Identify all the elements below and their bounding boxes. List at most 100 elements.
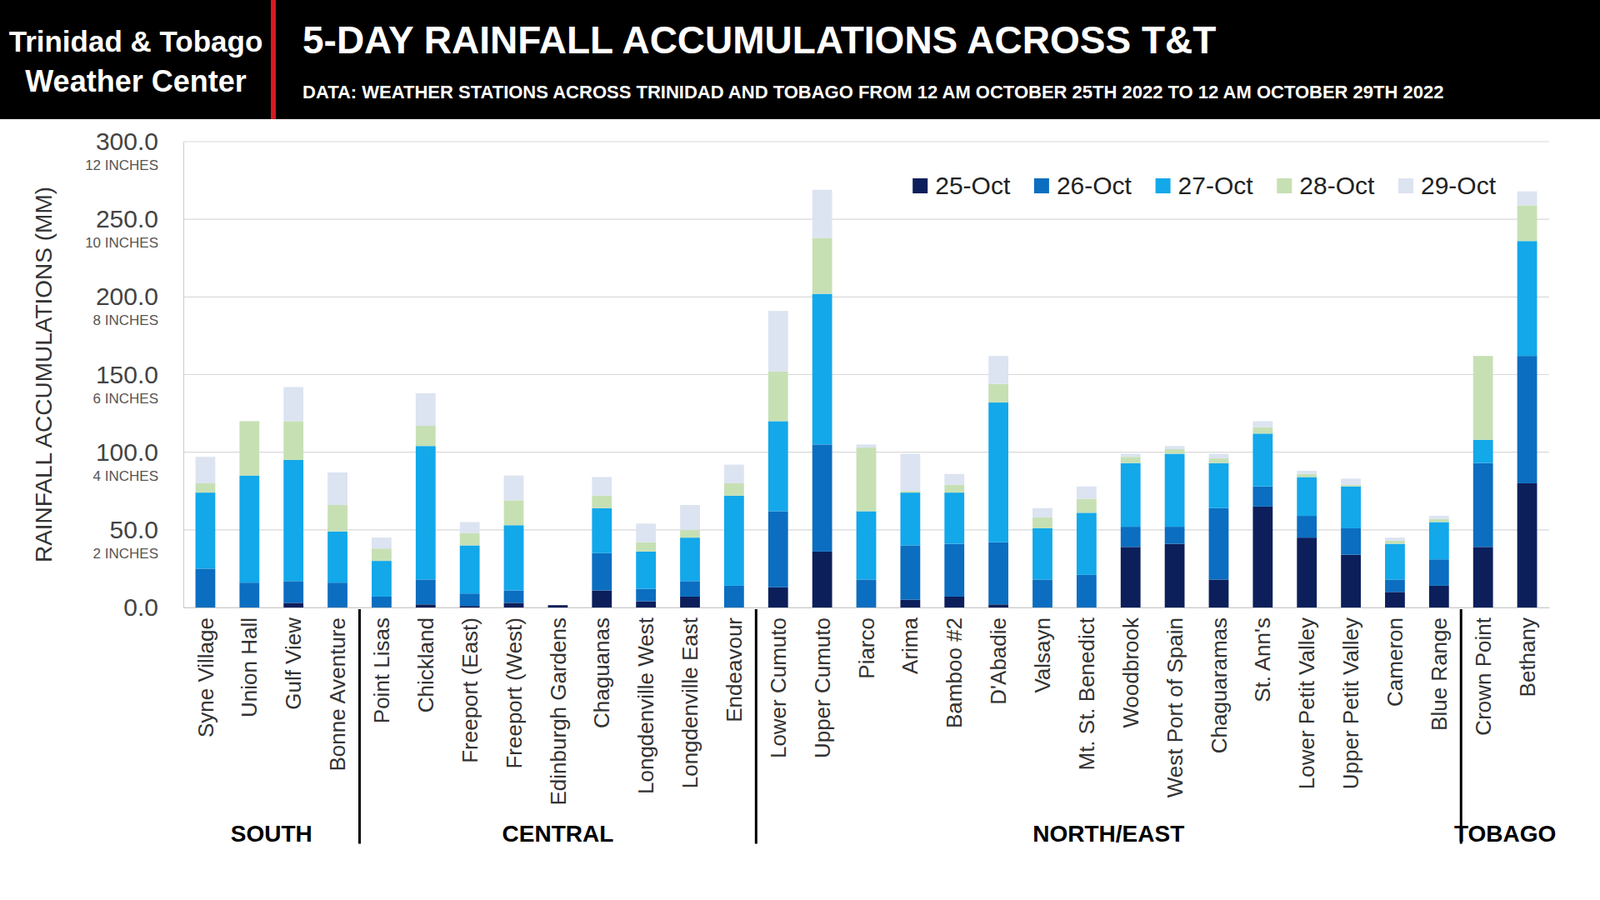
x-tick-label: West Port of Spain bbox=[1162, 617, 1188, 798]
bar-segment bbox=[900, 600, 920, 608]
group-label: TOBAGO bbox=[1454, 820, 1556, 847]
bar-segment bbox=[460, 533, 480, 546]
bar-segment bbox=[635, 551, 656, 590]
bar-segment bbox=[548, 605, 569, 606]
y-axis-line bbox=[183, 142, 185, 609]
grid bbox=[183, 141, 1550, 608]
x-tick: Upper Cumuto bbox=[810, 607, 835, 759]
x-tick-label: Cameron bbox=[1382, 617, 1408, 707]
bar-segment bbox=[680, 596, 700, 608]
bar-segment bbox=[812, 551, 833, 608]
bar-segment bbox=[1517, 483, 1538, 608]
bar-segment bbox=[768, 310, 789, 372]
grid-line bbox=[183, 140, 1550, 142]
y-tick-label: 150.0 bbox=[95, 360, 159, 389]
bar-segment bbox=[944, 544, 965, 597]
bar-segment bbox=[1385, 579, 1405, 592]
chart-svg: Trinidad & TobagoWeather Center5-DAY RAI… bbox=[0, 0, 1600, 900]
bar-segment bbox=[415, 425, 436, 446]
x-tick-label: Freeport (East) bbox=[457, 617, 483, 764]
legend-label: 29-Oct bbox=[1420, 171, 1497, 200]
bar-segment bbox=[195, 456, 216, 484]
x-axis: Syne VillageUnion HallGulf ViewBonne Ave… bbox=[184, 607, 1550, 805]
bar-segment bbox=[1340, 478, 1361, 485]
bar-segment bbox=[504, 475, 525, 501]
bar-segment bbox=[283, 386, 304, 421]
x-tick-label: Chickland bbox=[413, 617, 439, 713]
bar-segment bbox=[988, 355, 1009, 385]
bar-segment bbox=[415, 445, 436, 580]
bar-segment bbox=[239, 582, 260, 608]
inch-label: 2 INCHES bbox=[93, 545, 159, 562]
bar-segment bbox=[1252, 486, 1273, 507]
bar-segment bbox=[1032, 579, 1053, 608]
bar-segment bbox=[1385, 544, 1405, 580]
bar-segment bbox=[900, 454, 920, 492]
bar-segment bbox=[1340, 555, 1361, 608]
bar-segment bbox=[1252, 420, 1273, 427]
x-tick-label: Bethany bbox=[1515, 617, 1540, 697]
x-tick: Crown Point bbox=[1470, 607, 1496, 736]
bar-segment bbox=[1296, 476, 1317, 516]
bar-segment bbox=[944, 492, 965, 544]
grid-line bbox=[183, 219, 1550, 220]
x-tick: Woodbrook bbox=[1118, 607, 1144, 729]
group-label: NORTH/EAST bbox=[1032, 820, 1185, 847]
x-tick-label: Gulf View bbox=[280, 617, 306, 710]
bar-segment bbox=[988, 384, 1009, 403]
bar-segment bbox=[239, 475, 260, 584]
bar-segment bbox=[1209, 454, 1230, 460]
bar-segment bbox=[856, 510, 877, 580]
bar-segment bbox=[1165, 454, 1185, 528]
x-tick: Lower Cumuto bbox=[765, 607, 791, 759]
x-tick-label: Endeavour bbox=[721, 617, 747, 723]
x-tick: West Port of Spain bbox=[1162, 607, 1188, 798]
bar-segment bbox=[900, 492, 920, 545]
group-divider bbox=[755, 609, 758, 844]
inch-label: 12 INCHES bbox=[85, 157, 159, 174]
bar-segment bbox=[1076, 499, 1097, 514]
bar-segment bbox=[1296, 537, 1317, 608]
brand-line: Weather Center bbox=[25, 64, 246, 99]
y-tick-label: 250.0 bbox=[95, 205, 159, 233]
bar-segment bbox=[1385, 540, 1405, 545]
legend-item: 29-Oct bbox=[1398, 171, 1497, 200]
y-tick: 300.0 bbox=[95, 127, 184, 155]
x-tick: Blue Range bbox=[1426, 607, 1452, 731]
bar-segment bbox=[591, 508, 612, 554]
bar-segment bbox=[680, 505, 700, 530]
x-tick: Point Lisas bbox=[369, 607, 395, 724]
series-1 bbox=[195, 355, 1538, 608]
bar-segment bbox=[195, 568, 216, 608]
bar-segment bbox=[239, 420, 260, 422]
bar-segment bbox=[988, 542, 1009, 605]
x-tick-label: St. Ann's bbox=[1250, 617, 1275, 703]
region-groups: SOUTHCENTRALNORTH/EASTTOBAGO bbox=[230, 609, 1557, 847]
y-tick: 100.0 bbox=[95, 438, 184, 466]
bar-segment bbox=[1296, 470, 1317, 475]
grid-line bbox=[183, 296, 1550, 298]
bar-segment bbox=[460, 522, 480, 534]
y-tick: 50.0 bbox=[110, 515, 184, 544]
bar-segment bbox=[1429, 519, 1450, 523]
x-tick: Freeport (East) bbox=[457, 607, 483, 764]
bar-segment bbox=[548, 605, 569, 606]
x-tick: Upper Petit Valley bbox=[1338, 607, 1364, 790]
bar-segment bbox=[1209, 458, 1230, 464]
bar-segment bbox=[1517, 191, 1538, 206]
bar-segment bbox=[1385, 537, 1405, 541]
x-tick: Chaguaramas bbox=[1206, 607, 1232, 754]
bar-segment bbox=[900, 545, 920, 600]
bar-segment bbox=[812, 238, 833, 295]
legend-item: 28-Oct bbox=[1276, 171, 1375, 200]
x-tick-label: Longdenville East bbox=[677, 616, 703, 789]
bar-segment bbox=[1385, 591, 1405, 608]
bar-segment bbox=[812, 190, 833, 239]
bar-segment bbox=[768, 587, 789, 608]
header-band bbox=[0, 0, 1600, 120]
group-divider bbox=[1460, 609, 1463, 844]
x-tick-label: Chaguanas bbox=[589, 617, 615, 729]
bar-segment bbox=[1032, 528, 1053, 580]
x-axis-line bbox=[184, 607, 1550, 609]
bar-segment bbox=[856, 444, 877, 448]
